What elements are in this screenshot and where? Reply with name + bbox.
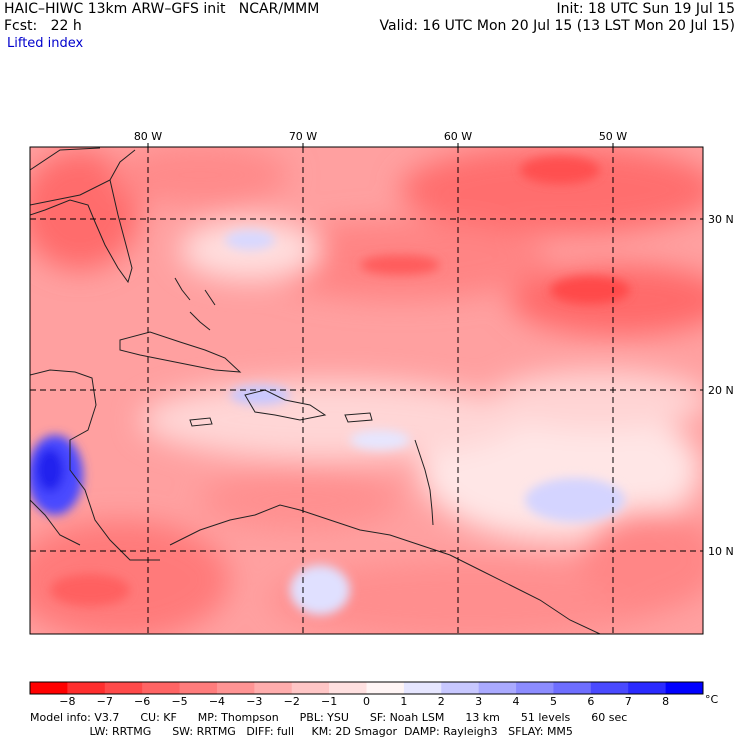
colorbar-tick-label: 2 — [438, 695, 445, 708]
lon-ticks — [147, 143, 614, 147]
colorbar-tick-label: −7 — [97, 695, 113, 708]
map-grid — [30, 147, 703, 634]
coastlines — [30, 147, 601, 634]
colorbar-tick-label: 5 — [550, 695, 557, 708]
init-time: Init: 18 UTC Sun 19 Jul 15 — [556, 1, 735, 17]
model-info-line-2: LW: RRTMG SW: RRTMG DIFF: full KM: 2D Sm… — [30, 725, 573, 738]
colorbar-tick-label: 7 — [625, 695, 632, 708]
lon-label-50w: 50 W — [599, 130, 627, 143]
colorbar-swatch — [179, 682, 218, 694]
colorbar-swatch — [516, 682, 554, 694]
colorbar-swatch — [478, 682, 517, 694]
colorbar-swatch — [441, 682, 480, 694]
colorbar-swatch — [67, 682, 106, 694]
colorbar-tick-label: −4 — [209, 695, 225, 708]
colorbar-units: °C — [705, 693, 719, 706]
colorbar-swatch — [628, 682, 667, 694]
colorbar-tick-label: −6 — [134, 695, 150, 708]
map-frame — [29, 146, 704, 635]
colorbar-swatch — [553, 682, 592, 694]
lon-label-70w: 70 W — [289, 130, 317, 143]
field-name: Lifted index — [7, 36, 84, 51]
colorbar-swatch — [104, 682, 143, 694]
model-title: HAIC–HIWC 13km ARW–GFS init NCAR/MMM — [4, 1, 320, 17]
colorbar-tick-label: −2 — [284, 695, 300, 708]
colorbar-tick-label: 1 — [400, 695, 407, 708]
colorbar-swatch — [142, 682, 181, 694]
colorbar-tick-label: 4 — [513, 695, 520, 708]
lon-label-60w: 60 W — [444, 130, 472, 143]
lat-label-30n: 30 N — [708, 213, 734, 226]
colorbar-tick-label: 8 — [662, 695, 669, 708]
lat-label-10n: 10 N — [708, 545, 734, 558]
colorbar-swatch — [30, 682, 68, 694]
colorbar-swatch — [291, 682, 330, 694]
colorbar-swatch — [329, 682, 367, 694]
model-info-line-1: Model info: V3.7 CU: KF MP: Thompson PBL… — [30, 711, 628, 724]
colorbar-tick-label: −3 — [246, 695, 262, 708]
colorbar-tick-label: −8 — [59, 695, 75, 708]
colorbar-swatch — [216, 682, 255, 694]
colorbar-tick-label: 3 — [475, 695, 482, 708]
colorbar-swatch — [366, 682, 405, 694]
colorbar-swatch — [665, 682, 704, 694]
forecast-hour: Fcst: 22 h — [4, 18, 82, 34]
lon-label-80w: 80 W — [134, 130, 162, 143]
colorbar-swatch — [590, 682, 629, 694]
colorbar-tick-label: −1 — [321, 695, 337, 708]
colorbar-swatch — [254, 682, 293, 694]
lat-label-20n: 20 N — [708, 384, 734, 397]
colorbar-tick-label: −5 — [171, 695, 187, 708]
colorbar-tick-label: 6 — [587, 695, 594, 708]
colorbar-frame — [29, 681, 704, 695]
valid-time: Valid: 16 UTC Mon 20 Jul 15 (13 LST Mon … — [379, 18, 735, 34]
colorbar: −8 −7 −6 −5 −4 −3 −2 −1 0 1 2 3 4 5 6 7 8 °C — [29, 681, 719, 708]
colorbar-tick-label: 0 — [363, 695, 370, 708]
colorbar-swatch — [403, 682, 442, 694]
